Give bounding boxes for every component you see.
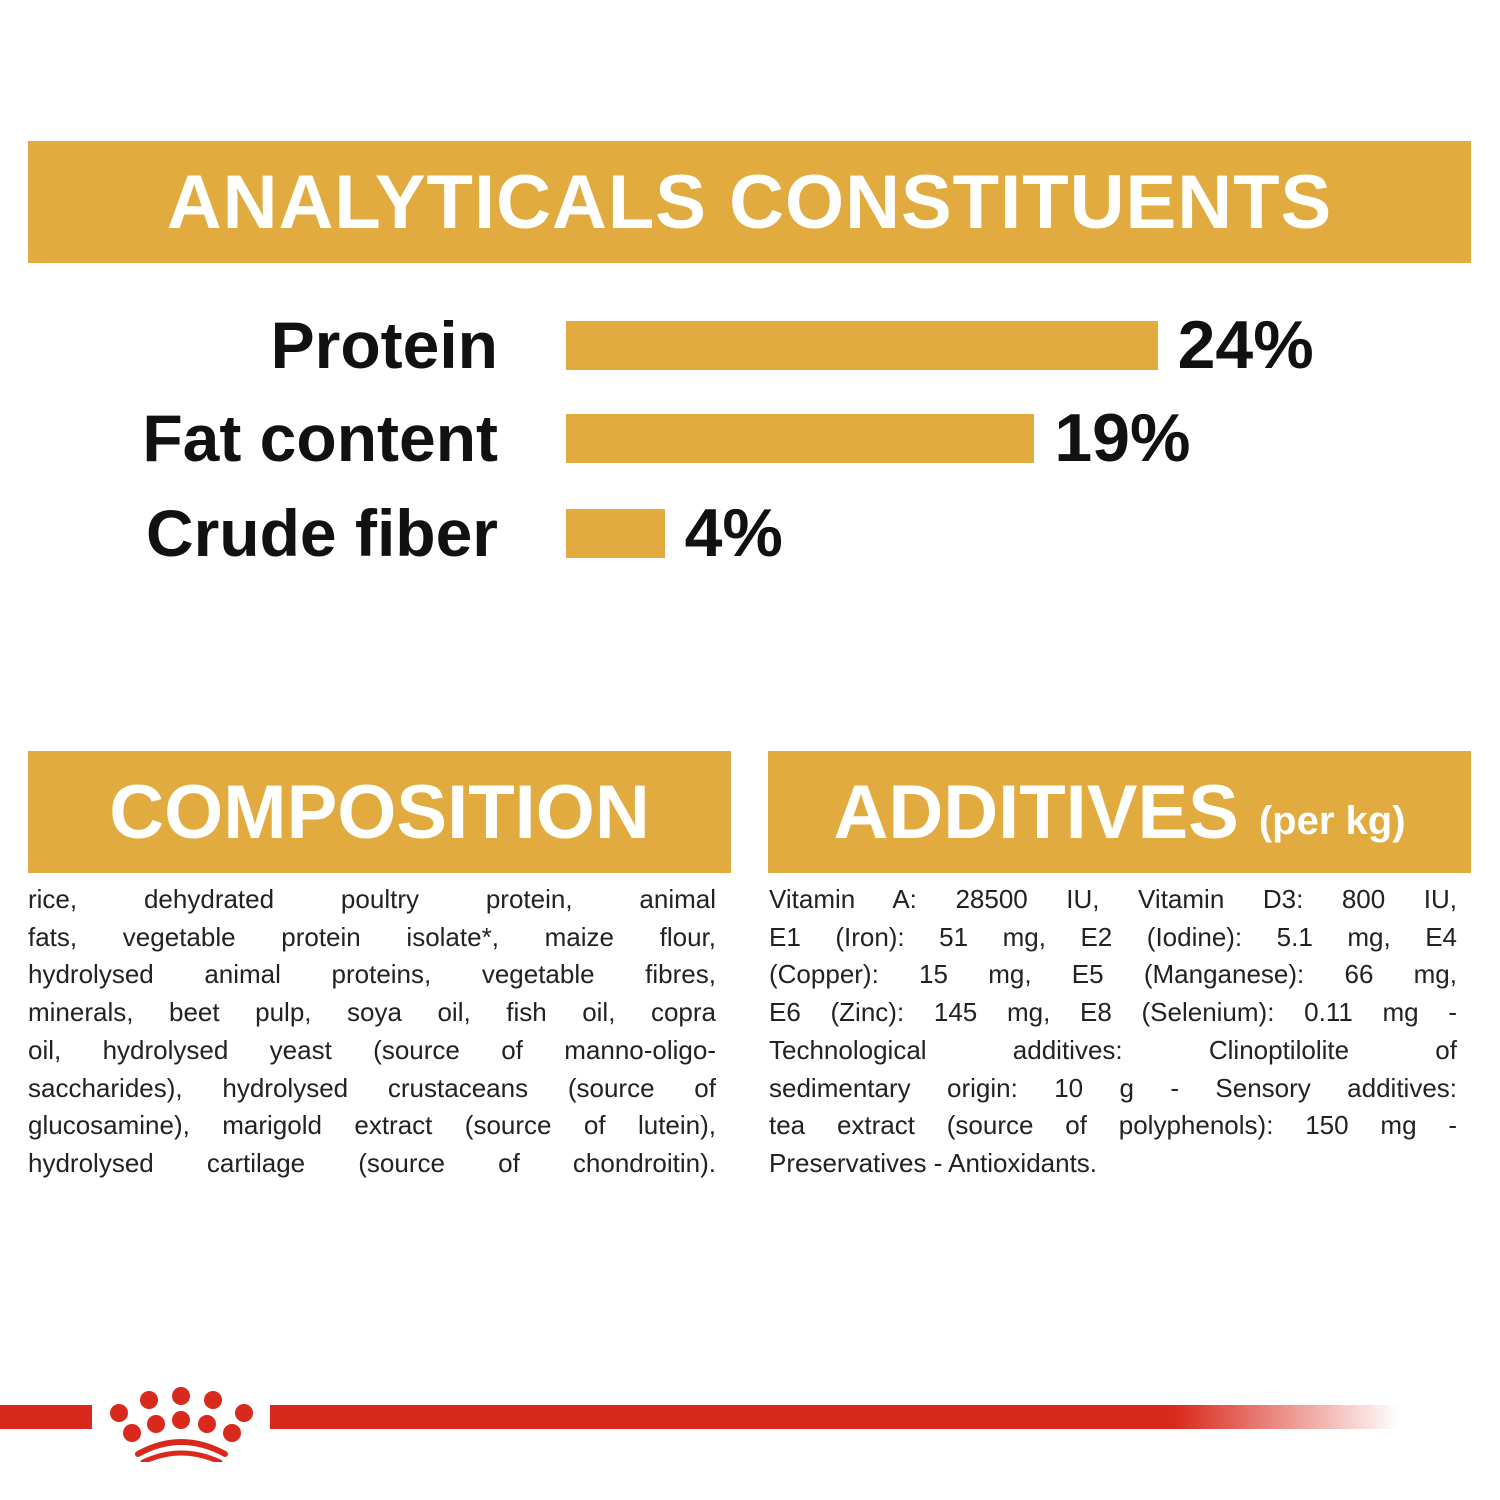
composition-header: COMPOSITION: [28, 751, 731, 873]
additives-line: Preservatives - Antioxidants.: [769, 1147, 1098, 1178]
nutrient-label: Protein: [270, 308, 498, 382]
composition-line: fats, vegetable protein isolate*, maize …: [28, 921, 716, 952]
nutrient-label: Fat content: [142, 401, 498, 475]
additives-subtitle: (per kg): [1258, 798, 1406, 843]
additives-text: Vitamin A: 28500 IU, Vitamin D3: 800 IU,…: [769, 881, 1457, 1183]
composition-line: oil, hydrolysed yeast (source of manno-o…: [28, 1034, 716, 1065]
additives-header: ADDITIVES (per kg): [768, 751, 1471, 873]
additives-line: E6 (Zinc): 145 mg, E8 (Selenium): 0.11 m…: [769, 997, 1457, 1028]
brand-stripe-right: [270, 1405, 1400, 1429]
composition-line: hydrolysed cartilage (source of chondroi…: [28, 1147, 716, 1178]
additives-line: (Copper): 15 mg, E5 (Manganese): 66 mg,: [769, 959, 1457, 990]
analytics-row: Crude fiber 4%: [0, 488, 1500, 578]
nutrient-label: Crude fiber: [145, 496, 498, 570]
analytics-row: Protein 24%: [0, 300, 1500, 390]
nutrient-value: 24%: [1177, 307, 1314, 383]
additives-line: E1 (Iron): 51 mg, E2 (Iodine): 5.1 mg, E…: [769, 921, 1457, 952]
additives-line: Technological additives: Clinoptilolite …: [769, 1034, 1457, 1065]
nutrient-bar: [566, 509, 665, 558]
additives-line: tea extract (source of polyphenols): 150…: [769, 1110, 1457, 1141]
composition-line: minerals, beet pulp, soya oil, fish oil,…: [28, 997, 716, 1028]
brand-stripe-left: [0, 1405, 92, 1429]
composition-text: rice, dehydrated poultry protein, animal…: [28, 881, 716, 1183]
composition-line: rice, dehydrated poultry protein, animal: [28, 884, 716, 914]
nutrient-value: 4%: [684, 495, 783, 571]
composition-line: saccharides), hydrolysed crustaceans (so…: [28, 1072, 716, 1103]
royal-canin-crown-logo: [110, 1387, 253, 1462]
composition-line: glucosamine), marigold extract (source o…: [28, 1110, 716, 1141]
analytics-row: Fat content 19%: [0, 393, 1500, 483]
analytical-constituents-header: ANALYTICALS CONSTITUENTS: [28, 141, 1471, 263]
analytical-constituents-title: ANALYTICALS CONSTITUENTS: [166, 159, 1333, 245]
nutrient-bar: [566, 321, 1158, 370]
nutrient-value: 19%: [1054, 400, 1191, 476]
composition-line: hydrolysed animal proteins, vegetable fi…: [28, 959, 716, 990]
composition-title: COMPOSITION: [109, 769, 650, 855]
additives-line: Vitamin A: 28500 IU, Vitamin D3: 800 IU,: [769, 884, 1457, 914]
additives-title: ADDITIVES: [833, 769, 1239, 855]
nutrient-bar: [566, 414, 1035, 463]
additives-line: sedimentary origin: 10 g - Sensory addit…: [769, 1072, 1457, 1103]
